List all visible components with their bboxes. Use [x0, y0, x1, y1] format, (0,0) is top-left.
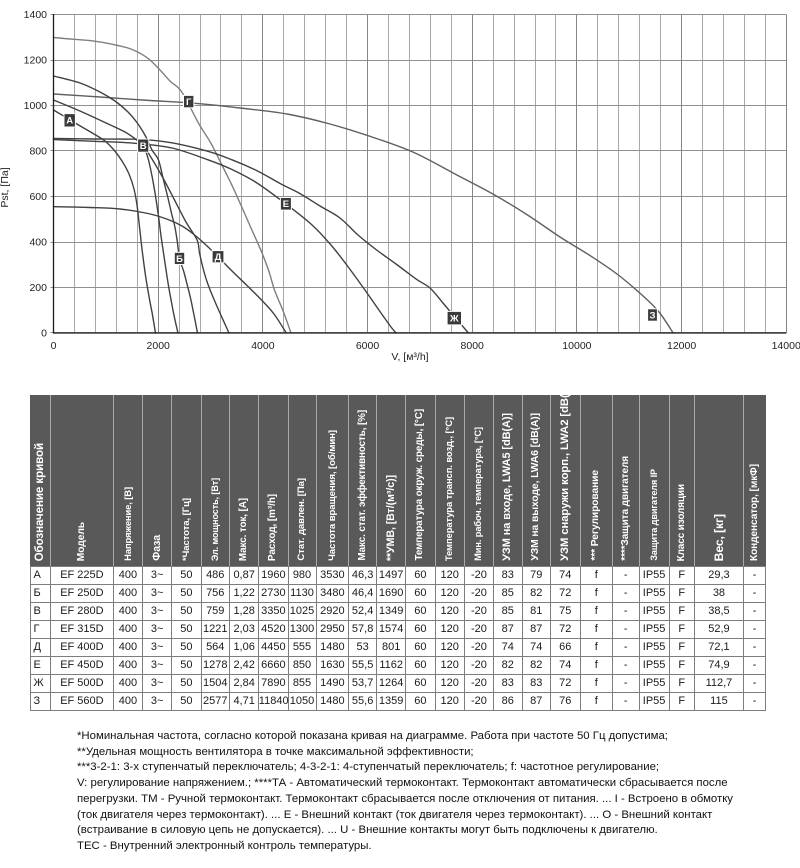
svg-text:В: В [140, 141, 147, 152]
svg-text:1200: 1200 [24, 55, 48, 67]
svg-text:Pst, [Па]: Pst, [Па] [0, 167, 11, 207]
svg-text:Ж: Ж [449, 314, 459, 325]
svg-text:V, [м³/h]: V, [м³/h] [391, 351, 428, 363]
svg-text:Б: Б [176, 254, 183, 265]
svg-text:400: 400 [29, 237, 47, 249]
svg-text:0: 0 [41, 328, 47, 340]
svg-text:Д: Д [215, 252, 222, 263]
svg-text:1400: 1400 [24, 9, 48, 21]
svg-text:800: 800 [29, 146, 47, 158]
svg-text:4000: 4000 [251, 340, 275, 352]
svg-text:200: 200 [29, 282, 47, 294]
svg-text:12000: 12000 [667, 340, 696, 352]
svg-text:А: А [66, 116, 73, 127]
svg-text:14000: 14000 [772, 340, 800, 352]
svg-text:1000: 1000 [24, 100, 48, 112]
svg-text:8000: 8000 [461, 340, 485, 352]
svg-text:Г: Г [186, 97, 192, 108]
svg-text:Е: Е [283, 199, 289, 210]
svg-text:600: 600 [29, 191, 47, 203]
svg-text:0: 0 [51, 340, 57, 352]
svg-text:6000: 6000 [356, 340, 380, 352]
svg-text:10000: 10000 [562, 340, 591, 352]
svg-text:2000: 2000 [147, 340, 171, 352]
svg-text:З: З [650, 310, 656, 321]
